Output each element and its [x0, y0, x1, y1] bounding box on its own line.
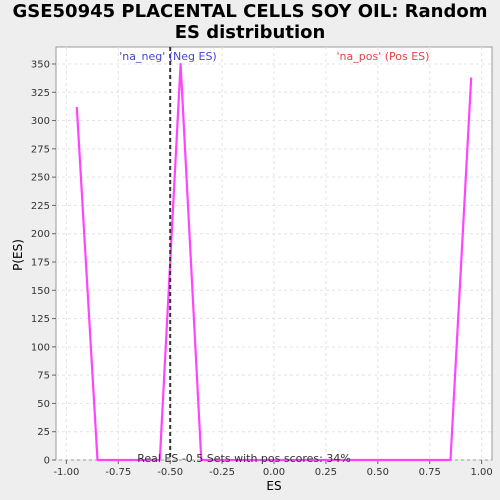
x-tick-label: 0.75 — [419, 467, 441, 478]
x-tick-label: -1.00 — [53, 467, 79, 478]
y-tick-label: 325 — [31, 88, 50, 99]
x-tick-label: 0.25 — [315, 467, 337, 478]
y-tick-label: 250 — [31, 173, 50, 184]
neg-es-label: 'na_neg' (Neg ES) — [119, 50, 216, 63]
x-tick-label: 0.50 — [367, 467, 389, 478]
y-tick-label: 75 — [37, 371, 50, 382]
x-axis-label: ES — [266, 479, 281, 493]
series-layer — [75, 62, 473, 462]
grid — [56, 47, 492, 461]
y-tick-label: 25 — [37, 427, 50, 438]
x-tick-label: 1.00 — [470, 467, 492, 478]
y-tick-label: 225 — [31, 201, 50, 212]
y-tick-label: 100 — [31, 342, 50, 353]
chart-title-line-2: ES distribution — [174, 22, 326, 43]
chart-title-line-1: GSE50945 PLACENTAL CELLS SOY OIL: Random — [12, 1, 488, 22]
y-tick-label: 275 — [31, 144, 50, 155]
y-tick-label: 150 — [31, 286, 50, 297]
y-tick-label: 300 — [31, 116, 50, 127]
y-axis: 0 25 50 75 100 125 150 175 200 225 250 275 300 325 350 — [31, 59, 56, 467]
y-tick-label: 0 — [44, 456, 50, 467]
chart-title: GSE50945 PLACENTAL CELLS SOY OIL: Random… — [0, 1, 500, 43]
x-tick-label: -0.75 — [105, 467, 131, 478]
es-distribution-line — [75, 62, 473, 462]
y-tick-label: 175 — [31, 257, 50, 268]
x-axis: -1.00 -0.75 -0.50 -0.25 0.00 0.25 0.50 0.75 1.00 — [53, 460, 493, 478]
y-tick-label: 350 — [31, 59, 50, 70]
x-tick-label: -0.25 — [209, 467, 235, 478]
real-es-footer: Real ES -0.5 Sets with pos scores: 34% — [137, 452, 351, 465]
pos-es-label: 'na_pos' (Pos ES) — [337, 50, 430, 63]
x-tick-label: 0.00 — [263, 467, 285, 478]
y-tick-label: 200 — [31, 229, 50, 240]
y-tick-label: 50 — [37, 399, 50, 410]
x-tick-label: -0.50 — [157, 467, 183, 478]
y-axis-label: P(ES) — [11, 239, 25, 271]
y-tick-label: 125 — [31, 314, 50, 325]
